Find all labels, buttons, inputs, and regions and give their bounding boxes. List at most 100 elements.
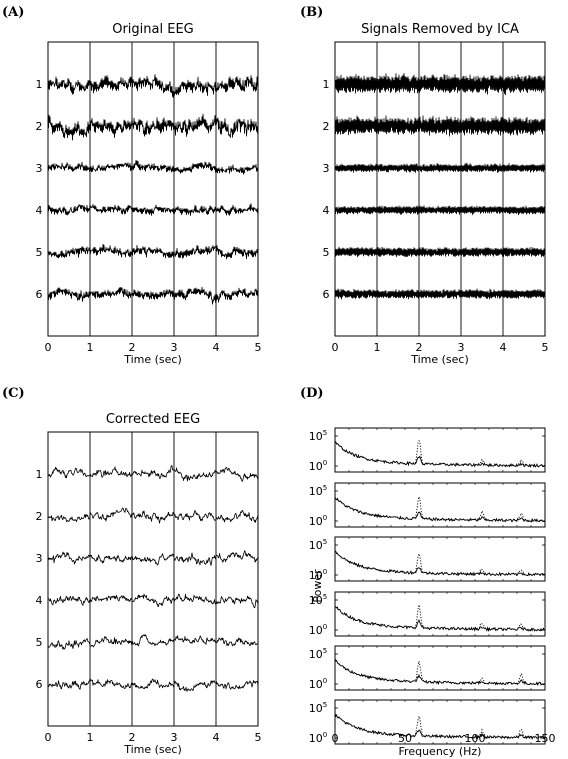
x-tick-label: 5 — [255, 341, 262, 354]
y-tick-exponent: 5 — [323, 538, 327, 546]
channel-trace — [334, 288, 546, 300]
channel-trace — [334, 162, 546, 173]
plot-frame — [334, 482, 546, 528]
y-tick-exponent: 0 — [323, 677, 327, 685]
panel-b: (B) Signals Removed by ICA 0 1 2 3 4 5 Time (sec… — [300, 5, 549, 366]
y-tick-exponent: 5 — [323, 429, 327, 437]
y-tick-label: 105 — [309, 484, 327, 498]
plot-frame — [334, 427, 546, 473]
channel-trace — [47, 286, 259, 305]
plot-frame — [47, 431, 259, 727]
y-tick-base: 10 — [309, 485, 323, 498]
y-axis-label: Power — [311, 569, 324, 603]
panel-label: (C) — [2, 386, 25, 401]
channel-label: 1 — [323, 78, 330, 91]
channel-label: 2 — [323, 120, 330, 133]
x-tick-label: 5 — [542, 341, 549, 354]
channel-label: 5 — [36, 246, 43, 259]
spectrum-original — [334, 550, 546, 577]
channel-label: 6 — [323, 288, 330, 301]
panel-label: (A) — [2, 5, 24, 20]
y-tick-base: 10 — [309, 430, 323, 443]
x-tick-label: 4 — [213, 341, 220, 354]
x-tick-label: 5 — [255, 731, 262, 744]
y-tick-exponent: 0 — [323, 568, 327, 576]
panel-label: (D) — [300, 386, 324, 401]
x-tick-label: 2 — [129, 731, 136, 744]
y-tick-label: 105 — [309, 647, 327, 661]
y-tick-exponent: 5 — [323, 701, 327, 709]
y-tick-exponent: 5 — [323, 647, 327, 655]
x-tick-label: 1 — [87, 731, 94, 744]
x-tick-label: 2 — [129, 341, 136, 354]
channel-trace — [334, 72, 546, 96]
chart-title: Signals Removed by ICA — [361, 22, 519, 37]
spectrum-original — [334, 658, 546, 686]
y-tick-label: 100 — [309, 623, 327, 637]
channel-label: 2 — [36, 510, 43, 523]
channel-trace — [47, 593, 259, 609]
channel-trace — [334, 115, 546, 137]
x-tick-label: 0 — [45, 341, 52, 354]
x-tick-label: 3 — [458, 341, 465, 354]
channel-trace — [47, 550, 259, 566]
y-tick-label: 105 — [309, 701, 327, 715]
spectrum-corrected — [334, 606, 546, 632]
y-tick-base: 10 — [309, 539, 323, 552]
channel-label: 3 — [36, 552, 43, 565]
y-tick-label: 105 — [309, 538, 327, 552]
y-tick-base: 10 — [309, 460, 323, 473]
channel-trace — [47, 678, 259, 692]
x-tick-label: 3 — [171, 341, 178, 354]
channel-label: 2 — [36, 120, 43, 133]
x-tick-label: 0 — [332, 341, 339, 354]
plot-frame — [334, 591, 546, 637]
channel-trace — [334, 246, 546, 258]
channel-trace — [47, 160, 259, 175]
y-tick-exponent: 0 — [323, 459, 327, 467]
y-tick-label: 100 — [309, 731, 327, 745]
x-tick-label: 1 — [374, 341, 381, 354]
channel-label: 3 — [323, 162, 330, 175]
x-tick-label: 3 — [171, 731, 178, 744]
channel-label: 4 — [323, 204, 330, 217]
x-tick-label: 2 — [416, 341, 423, 354]
channel-label: 5 — [36, 636, 43, 649]
y-tick-label: 100 — [309, 677, 327, 691]
x-tick-label: 4 — [213, 731, 220, 744]
x-tick-label: 100 — [465, 732, 486, 745]
x-axis-label: Time (sec) — [410, 353, 469, 366]
y-tick-base: 10 — [309, 678, 323, 691]
y-tick-base: 10 — [309, 594, 323, 607]
x-axis-label: Frequency (Hz) — [399, 745, 482, 758]
channel-trace — [47, 74, 259, 99]
channel-trace — [47, 465, 259, 482]
x-axis-label: Time (sec) — [123, 743, 182, 756]
x-tick-label: 4 — [500, 341, 507, 354]
x-axis-label: Time (sec) — [123, 353, 182, 366]
chart-title: Original EEG — [112, 22, 194, 37]
channel-label: 6 — [36, 678, 43, 691]
channel-trace — [47, 243, 259, 260]
y-tick-base: 10 — [309, 732, 323, 745]
spectrum-corrected — [334, 550, 546, 577]
x-tick-label: 150 — [535, 732, 556, 745]
y-tick-base: 10 — [309, 569, 323, 582]
x-tick-label: 50 — [398, 732, 412, 745]
spectrum-original — [334, 604, 546, 632]
plot-frame — [334, 41, 546, 337]
y-tick-base: 10 — [309, 515, 323, 528]
y-tick-base: 10 — [309, 702, 323, 715]
channel-label: 5 — [323, 246, 330, 259]
y-tick-base: 10 — [309, 648, 323, 661]
y-tick-exponent: 0 — [323, 731, 327, 739]
channel-label: 4 — [36, 204, 43, 217]
channel-label: 1 — [36, 78, 43, 91]
